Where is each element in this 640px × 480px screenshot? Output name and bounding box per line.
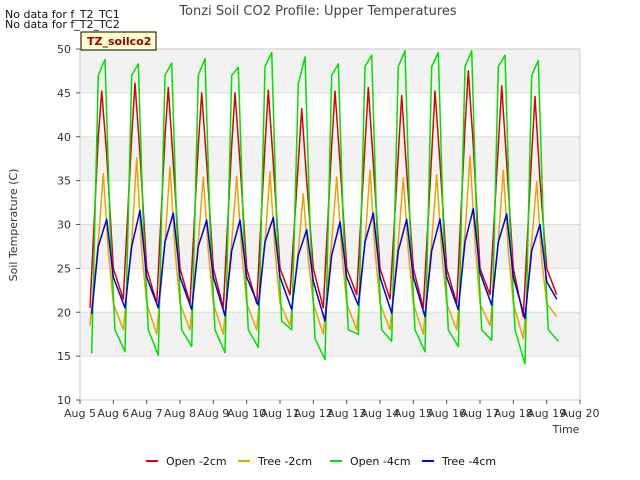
grid-band — [80, 49, 580, 93]
site-label-box: TZ_soilco2 — [80, 31, 157, 51]
chart-title: Tonzi Soil CO2 Profile: Upper Temperatur… — [178, 4, 457, 19]
y-tick-label: 25 — [57, 262, 71, 275]
y-tick-label: 40 — [57, 131, 71, 144]
grid-band — [80, 312, 580, 357]
series-lines — [89, 50, 559, 365]
x-tick-label: Aug 7 — [131, 407, 163, 420]
legend-label-open-4cm: Open -4cm — [350, 455, 411, 468]
y-tick-label: 10 — [57, 394, 71, 407]
y-tick-label: 35 — [57, 175, 71, 188]
y-tick-label: 45 — [57, 87, 71, 100]
y-tick-label: 50 — [57, 43, 71, 56]
legend-label-tree-4cm: Tree -4cm — [441, 455, 496, 468]
y-axis-ticks: 10 15 20 25 30 35 40 45 50 — [57, 43, 80, 407]
no-data-note-2: No data for f_T2_TC2 — [5, 18, 120, 31]
x-tick-label: Aug 10 — [227, 407, 266, 420]
x-tick-label: Aug 18 — [494, 407, 533, 420]
legend-label-open-2cm: Open -2cm — [166, 455, 227, 468]
x-tick-label: Aug 5 — [64, 407, 96, 420]
site-label: TZ_soilco2 — [87, 35, 151, 48]
x-tick-label: Aug 6 — [97, 407, 129, 420]
x-tick-label: Aug 13 — [327, 407, 366, 420]
no-data-note-1: No data for f_T2_TC1 — [5, 8, 120, 21]
grid-band — [80, 356, 580, 400]
x-tick-label: Aug 11 — [261, 407, 300, 420]
y-axis-title: Soil Temperature (C) — [7, 169, 20, 282]
legend: Open -2cm Tree -2cm Open -4cm Tree -4cm — [146, 455, 496, 468]
site-label-background — [80, 31, 157, 51]
x-tick-label: Aug 8 — [164, 407, 196, 420]
legend-label-tree-2cm: Tree -2cm — [257, 455, 312, 468]
y-tick-label: 15 — [57, 350, 71, 363]
x-tick-label: Aug 15 — [394, 407, 433, 420]
x-tick-label: Aug 14 — [361, 407, 400, 420]
x-tick-label: Aug 9 — [197, 407, 229, 420]
x-tick-label: Aug 19 — [527, 407, 566, 420]
y-tick-label: 20 — [57, 306, 71, 319]
x-tick-label: Aug 16 — [427, 407, 466, 420]
y-tick-label: 30 — [57, 219, 71, 232]
x-tick-label: Aug 17 — [461, 407, 500, 420]
x-tick-label: Aug 20 — [561, 407, 600, 420]
series-line-tree-4cm — [90, 207, 558, 322]
x-axis-title: Time — [552, 423, 580, 436]
series-line-tree-2cm — [89, 155, 558, 340]
x-tick-label: Aug 12 — [294, 407, 333, 420]
